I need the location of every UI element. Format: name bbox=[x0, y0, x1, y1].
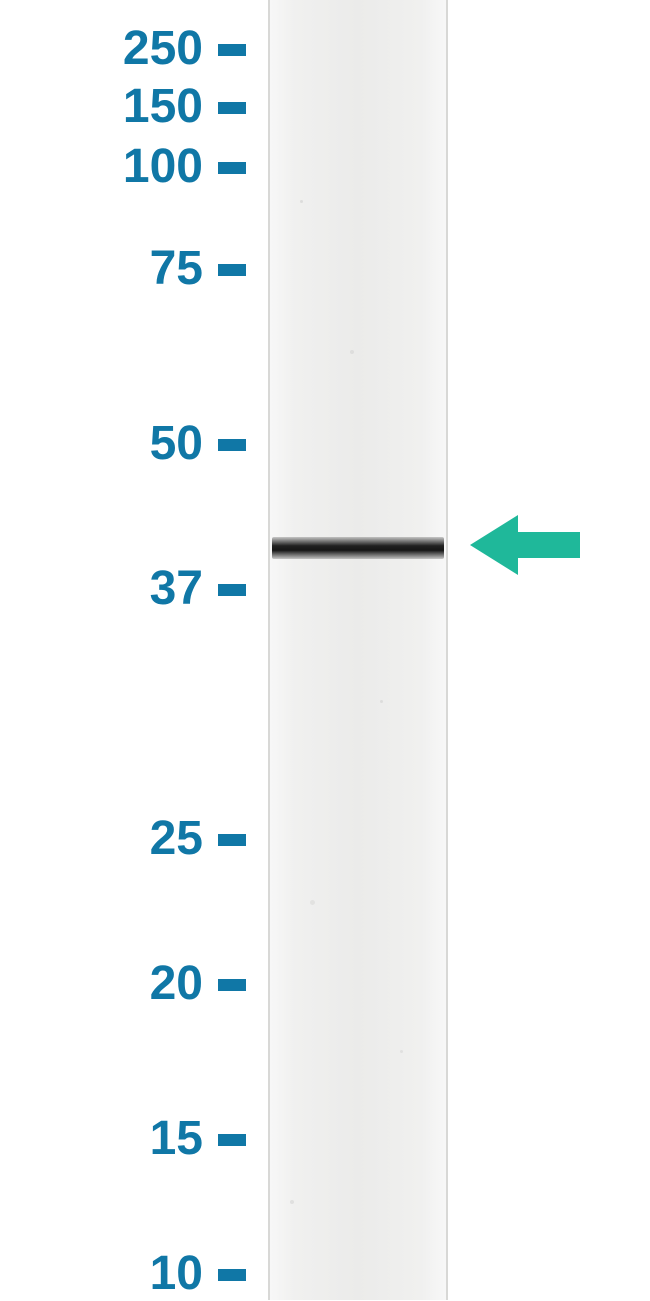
gel-lane bbox=[268, 0, 448, 1300]
marker-tick-100 bbox=[218, 162, 246, 174]
marker-label-10: 10 bbox=[100, 1246, 203, 1301]
marker-label-20: 20 bbox=[100, 956, 203, 1011]
protein-band bbox=[272, 537, 444, 559]
noise-spot bbox=[400, 1050, 403, 1053]
marker-tick-10 bbox=[218, 1269, 246, 1281]
marker-label-37: 37 bbox=[100, 561, 203, 616]
marker-label-250: 250 bbox=[48, 21, 203, 76]
marker-tick-20 bbox=[218, 979, 246, 991]
lane-border-right bbox=[446, 0, 448, 1300]
marker-tick-75 bbox=[218, 264, 246, 276]
lane-border-left bbox=[268, 0, 270, 1300]
marker-tick-37 bbox=[218, 584, 246, 596]
noise-spot bbox=[380, 700, 383, 703]
marker-tick-25 bbox=[218, 834, 246, 846]
marker-label-25: 25 bbox=[100, 811, 203, 866]
marker-label-100: 100 bbox=[48, 139, 203, 194]
marker-tick-250 bbox=[218, 44, 246, 56]
noise-spot bbox=[310, 900, 315, 905]
western-blot-container: 250150100 75 50 37 25 20 15 10 bbox=[0, 0, 650, 1300]
marker-label-50: 50 bbox=[100, 416, 203, 471]
marker-tick-50 bbox=[218, 439, 246, 451]
marker-label-75: 75 bbox=[100, 241, 203, 296]
marker-label-15: 15 bbox=[100, 1111, 203, 1166]
noise-spot bbox=[290, 1200, 294, 1204]
noise-spot bbox=[350, 350, 354, 354]
marker-tick-150 bbox=[218, 102, 246, 114]
band-indicator-arrow bbox=[470, 515, 580, 580]
noise-spot bbox=[300, 200, 303, 203]
marker-label-150: 150 bbox=[48, 79, 203, 134]
marker-tick-15 bbox=[218, 1134, 246, 1146]
